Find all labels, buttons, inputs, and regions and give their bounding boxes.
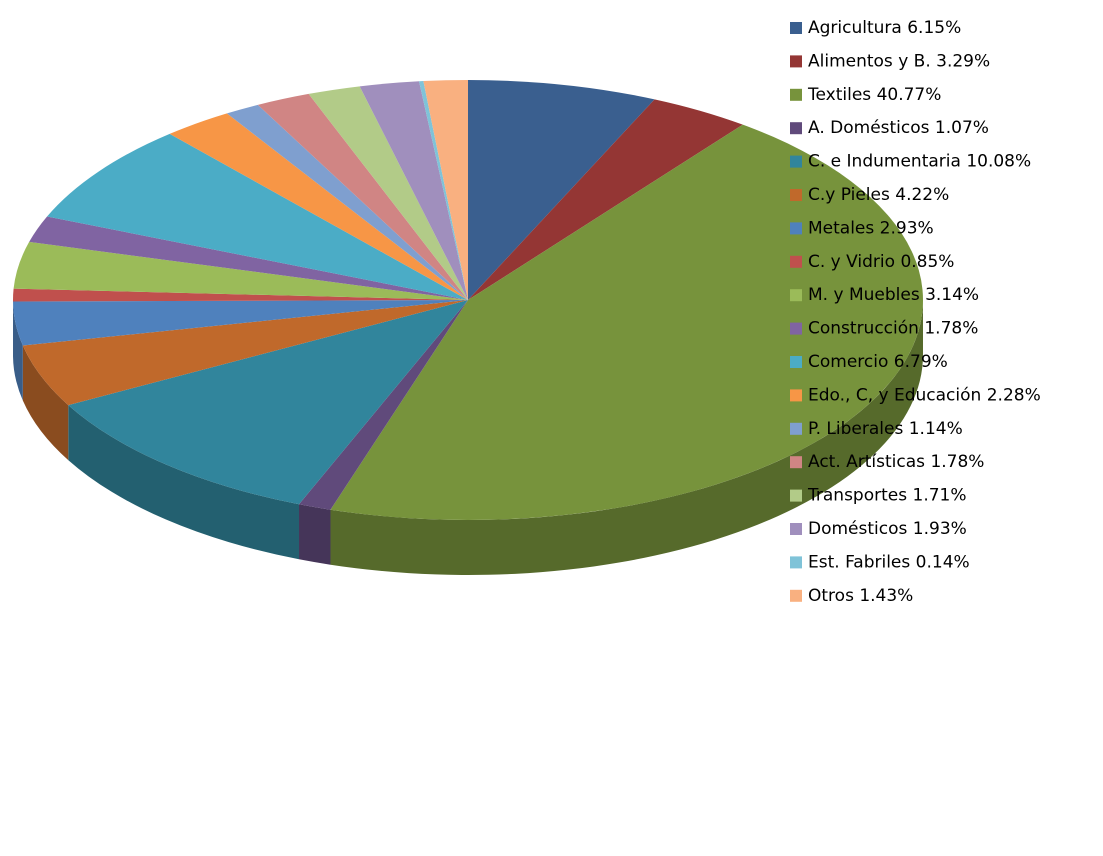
legend-category: C. e Indumentaria <box>808 152 961 172</box>
legend-label: Construcción 1.78% <box>808 319 978 339</box>
legend-label: M. y Muebles 3.14% <box>808 285 979 305</box>
legend-value: 2.28% <box>987 385 1041 405</box>
legend-swatch <box>790 255 802 268</box>
legend-category: C.y Pieles <box>808 185 890 205</box>
legend-value: 1.93% <box>913 519 967 539</box>
legend-value: 1.78% <box>924 319 978 339</box>
pie-slice-side <box>299 504 331 565</box>
legend-label: Act. Artísticas 1.78% <box>808 452 984 472</box>
pie-slice <box>423 80 468 300</box>
legend-value: 1.14% <box>909 419 963 439</box>
legend-swatch <box>790 356 802 368</box>
pie-slice <box>68 300 469 505</box>
legend-label: A. Domésticos 1.07% <box>808 118 989 138</box>
legend-value: 0.85% <box>900 252 954 272</box>
legend-value: 4.22% <box>895 185 949 205</box>
pie-slice <box>22 300 468 406</box>
pie-slice <box>169 113 468 300</box>
legend-value: 3.14% <box>925 285 979 305</box>
legend-swatch <box>790 289 802 302</box>
legend-swatch <box>790 389 802 402</box>
pie-slice <box>330 124 924 521</box>
legend-value: 40.77% <box>877 85 942 105</box>
legend-value: 1.78% <box>930 452 984 472</box>
pie-slice <box>468 99 743 301</box>
pie-slice <box>299 300 468 510</box>
legend-swatch <box>790 456 802 469</box>
pie-slice <box>13 300 468 346</box>
legend-swatch <box>790 55 802 68</box>
legend-swatch <box>790 322 802 335</box>
legend-swatch <box>790 523 802 535</box>
legend-value: 0.14% <box>916 552 970 572</box>
legend-swatch <box>790 589 802 602</box>
pie-slice-side <box>330 300 923 575</box>
legend-category: Otros <box>808 586 854 606</box>
legend-label: P. Liberales 1.14% <box>808 419 963 439</box>
legend-category: Alimentos y B. <box>808 51 931 71</box>
legend-category: Act. Artísticas <box>808 452 925 472</box>
pie-slice-side <box>22 345 69 461</box>
legend-category: Metales <box>808 218 874 238</box>
legend-label: Agricultura 6.15% <box>808 18 961 38</box>
legend-category: Edo., C, y Educación <box>808 385 981 405</box>
legend-swatch <box>790 189 802 201</box>
pie-slice <box>468 80 655 300</box>
legend-value: 6.15% <box>907 18 961 38</box>
legend-swatch <box>790 422 802 435</box>
legend-category: Comercio <box>808 352 888 372</box>
legend-label: Transportes 1.71% <box>807 486 967 506</box>
legend-value: 3.29% <box>936 51 990 71</box>
legend-category: M. y Muebles <box>808 285 920 305</box>
legend-swatch <box>790 556 802 569</box>
legend-label: Metales 2.93% <box>808 218 934 238</box>
legend-swatch <box>790 222 802 235</box>
legend-category: Domésticos <box>808 519 908 539</box>
legend-label: Comercio 6.79% <box>808 352 948 372</box>
pie-slice <box>226 104 468 300</box>
legend-category: Agricultura <box>808 18 902 38</box>
legend-label: C. y Vidrio 0.85% <box>808 252 954 272</box>
legend-swatch <box>790 22 802 34</box>
pie-slice <box>257 93 468 300</box>
legend-category: Est. Fabriles <box>808 552 910 572</box>
legend-category: Construcción <box>808 319 919 339</box>
legend-value: 2.93% <box>880 218 934 238</box>
pie-slice <box>308 86 468 301</box>
pie-slice-side <box>68 405 300 560</box>
legend-value: 1.07% <box>935 118 989 138</box>
pie-slice <box>47 133 469 300</box>
legend-swatch <box>790 489 802 502</box>
legend-value: 6.79% <box>894 352 948 372</box>
legend-category: Transportes <box>807 486 907 506</box>
legend-category: P. Liberales <box>808 419 903 439</box>
legend-category: A. Domésticos <box>808 118 930 138</box>
pie-slice <box>13 241 469 300</box>
legend-swatch <box>790 88 802 101</box>
legend-label: Alimentos y B. 3.29% <box>808 51 990 71</box>
pie-slice-side <box>13 301 23 401</box>
legend-label: Textiles 40.77% <box>807 85 941 105</box>
legend-value: 10.08% <box>966 152 1031 172</box>
legend-value: 1.43% <box>859 586 913 606</box>
legend-label: C. e Indumentaria 10.08% <box>808 152 1031 172</box>
legend-category: Textiles <box>807 85 871 105</box>
legend-swatch <box>790 155 802 168</box>
pie-slice <box>29 216 468 300</box>
legend-label: Edo., C, y Educación 2.28% <box>808 385 1041 405</box>
legend-label: Otros 1.43% <box>808 586 913 606</box>
legend-label: Domésticos 1.93% <box>808 519 967 539</box>
legend-value: 1.71% <box>913 486 967 506</box>
pie-slice <box>12 288 468 302</box>
legend-swatch <box>790 122 802 135</box>
pie-slice <box>419 81 468 300</box>
legend-label: Est. Fabriles 0.14% <box>808 552 970 572</box>
legend-label: C.y Pieles 4.22% <box>808 185 949 205</box>
legend-category: C. y Vidrio <box>808 252 895 272</box>
pie-slice <box>359 81 468 300</box>
